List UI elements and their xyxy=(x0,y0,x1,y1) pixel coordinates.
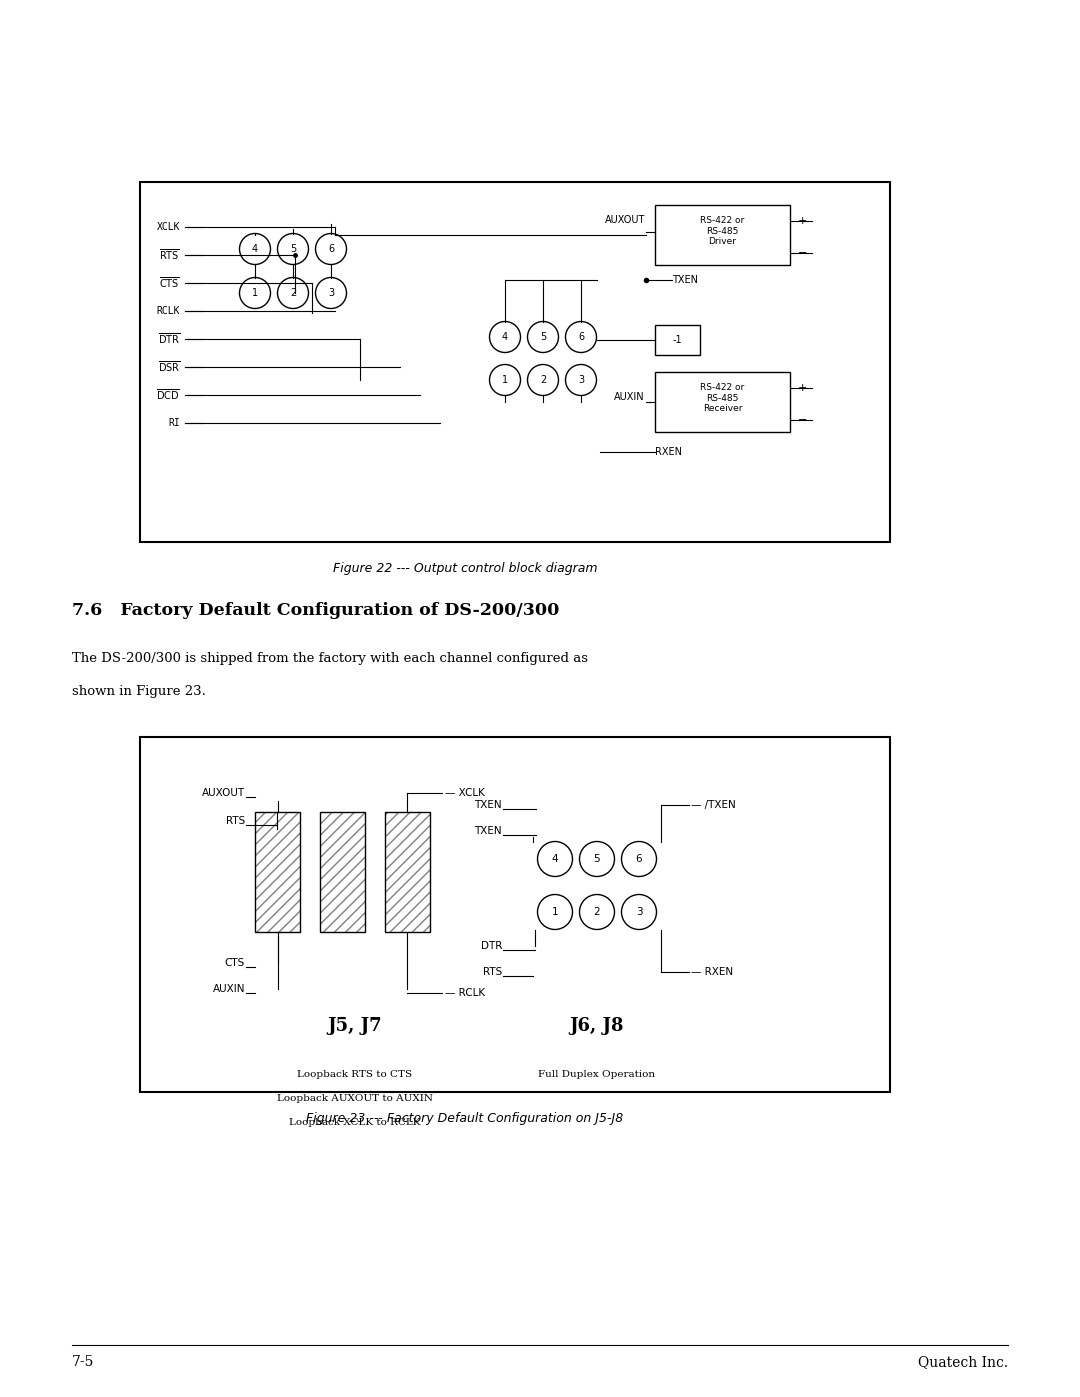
Bar xyxy=(320,812,365,932)
Bar xyxy=(654,326,700,355)
Text: Loopback RTS to CTS: Loopback RTS to CTS xyxy=(297,1070,413,1078)
Text: 7.6   Factory Default Configuration of DS-200/300: 7.6 Factory Default Configuration of DS-… xyxy=(72,602,559,619)
Text: AUXOUT: AUXOUT xyxy=(202,788,245,798)
Text: 4: 4 xyxy=(502,332,508,342)
Bar xyxy=(654,205,789,265)
Text: −: − xyxy=(798,415,808,425)
Text: TXEN: TXEN xyxy=(474,826,502,835)
Text: 4: 4 xyxy=(252,244,258,254)
Text: AUXIN: AUXIN xyxy=(615,393,645,402)
Bar xyxy=(255,812,300,932)
Text: RTS: RTS xyxy=(226,816,245,826)
Text: 6: 6 xyxy=(636,854,643,863)
Text: 1: 1 xyxy=(252,288,258,298)
Text: 6: 6 xyxy=(328,244,334,254)
Text: RI: RI xyxy=(168,418,180,427)
Text: — XCLK: — XCLK xyxy=(445,788,485,798)
Bar xyxy=(140,182,890,542)
Text: CTS: CTS xyxy=(225,958,245,968)
Bar xyxy=(320,812,365,932)
Text: 3: 3 xyxy=(328,288,334,298)
Bar xyxy=(654,372,789,432)
Text: 5: 5 xyxy=(540,332,546,342)
Text: J6, J8: J6, J8 xyxy=(570,1017,624,1035)
Text: 6: 6 xyxy=(578,332,584,342)
Text: -1: -1 xyxy=(673,335,683,345)
Text: AUXIN: AUXIN xyxy=(213,983,245,995)
Text: RXEN: RXEN xyxy=(654,447,681,457)
Text: RTS: RTS xyxy=(483,967,502,977)
Bar xyxy=(255,812,300,932)
Text: J5, J7: J5, J7 xyxy=(327,1017,382,1035)
Text: RS-422 or
RS-485
Receiver: RS-422 or RS-485 Receiver xyxy=(700,383,744,414)
Text: 1: 1 xyxy=(552,907,558,916)
Text: $\overline{\rm DSR}$: $\overline{\rm DSR}$ xyxy=(158,359,180,374)
Bar xyxy=(384,812,430,932)
Text: 7-5: 7-5 xyxy=(72,1355,94,1369)
Text: Loopback XCLK to RCLK: Loopback XCLK to RCLK xyxy=(289,1118,421,1127)
Text: Quatech Inc.: Quatech Inc. xyxy=(918,1355,1008,1369)
Text: shown in Figure 23.: shown in Figure 23. xyxy=(72,685,206,698)
Text: Loopback AUXOUT to AUXIN: Loopback AUXOUT to AUXIN xyxy=(276,1094,433,1104)
Text: −: − xyxy=(798,249,808,258)
Text: 3: 3 xyxy=(636,907,643,916)
Text: — RCLK: — RCLK xyxy=(445,988,485,997)
Text: The DS-200/300 is shipped from the factory with each channel configured as: The DS-200/300 is shipped from the facto… xyxy=(72,652,588,665)
Text: 5: 5 xyxy=(289,244,296,254)
Text: XCLK: XCLK xyxy=(157,222,180,232)
Text: +: + xyxy=(798,217,808,226)
Text: $\overline{\rm CTS}$: $\overline{\rm CTS}$ xyxy=(159,275,180,291)
Text: Figure 23 --- Factory Default Configuration on J5-J8: Figure 23 --- Factory Default Configurat… xyxy=(307,1112,623,1125)
Bar xyxy=(140,738,890,1092)
Text: 1: 1 xyxy=(502,374,508,386)
Text: Full Duplex Operation: Full Duplex Operation xyxy=(539,1070,656,1078)
Text: RCLK: RCLK xyxy=(157,306,180,316)
Text: AUXOUT: AUXOUT xyxy=(605,215,645,225)
Text: RS-422 or
RS-485
Driver: RS-422 or RS-485 Driver xyxy=(700,217,744,246)
Text: $\overline{\rm DTR}$: $\overline{\rm DTR}$ xyxy=(158,331,180,346)
Text: 2: 2 xyxy=(594,907,600,916)
Text: +: + xyxy=(798,383,808,393)
Text: 3: 3 xyxy=(578,374,584,386)
Text: Figure 22 --- Output control block diagram: Figure 22 --- Output control block diagr… xyxy=(333,562,597,576)
Text: TXEN: TXEN xyxy=(672,275,698,285)
Text: $\overline{\rm RTS}$: $\overline{\rm RTS}$ xyxy=(159,247,180,263)
Text: 4: 4 xyxy=(552,854,558,863)
Text: 5: 5 xyxy=(594,854,600,863)
Text: — /TXEN: — /TXEN xyxy=(691,800,737,810)
Text: DTR: DTR xyxy=(481,942,502,951)
Text: TXEN: TXEN xyxy=(474,800,502,810)
Text: — RXEN: — RXEN xyxy=(691,967,733,977)
Text: 2: 2 xyxy=(289,288,296,298)
Bar xyxy=(384,812,430,932)
Text: $\overline{\rm DCD}$: $\overline{\rm DCD}$ xyxy=(157,387,180,402)
Text: 2: 2 xyxy=(540,374,546,386)
